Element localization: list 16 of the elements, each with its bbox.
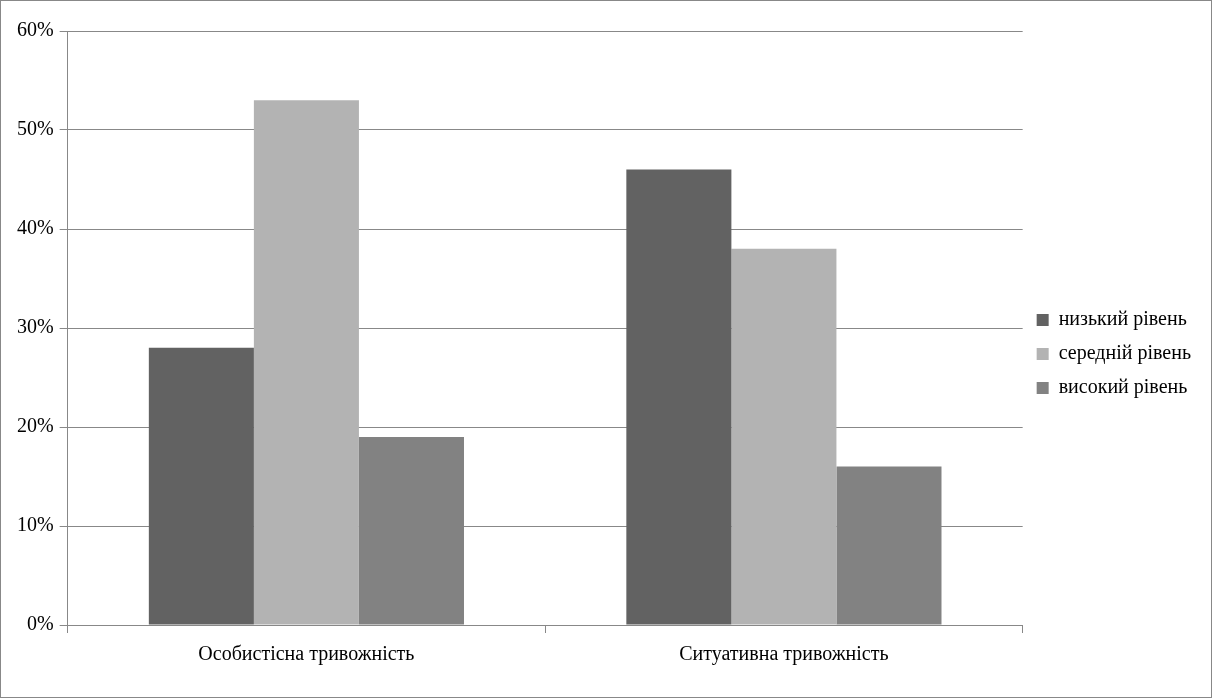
x-tick-label: Особистісна тривожність xyxy=(198,642,415,666)
y-tick-label: 30% xyxy=(16,315,54,338)
bar xyxy=(253,100,359,625)
y-tick-label: 10% xyxy=(16,513,54,536)
bar xyxy=(148,347,254,625)
legend-label: середній рівень xyxy=(1058,341,1192,365)
y-tick-label: 0% xyxy=(26,612,54,635)
bar xyxy=(731,248,837,625)
x-tick-label: Ситуативна тривожність xyxy=(679,642,889,666)
y-tick-label: 40% xyxy=(16,216,54,239)
y-tick-label: 20% xyxy=(16,414,54,437)
y-tick-label: 50% xyxy=(16,117,54,140)
legend-label: низький рівень xyxy=(1058,307,1187,331)
y-tick-label: 60% xyxy=(16,18,54,41)
legend-label: високий рівень xyxy=(1058,375,1188,399)
bar xyxy=(626,169,732,625)
